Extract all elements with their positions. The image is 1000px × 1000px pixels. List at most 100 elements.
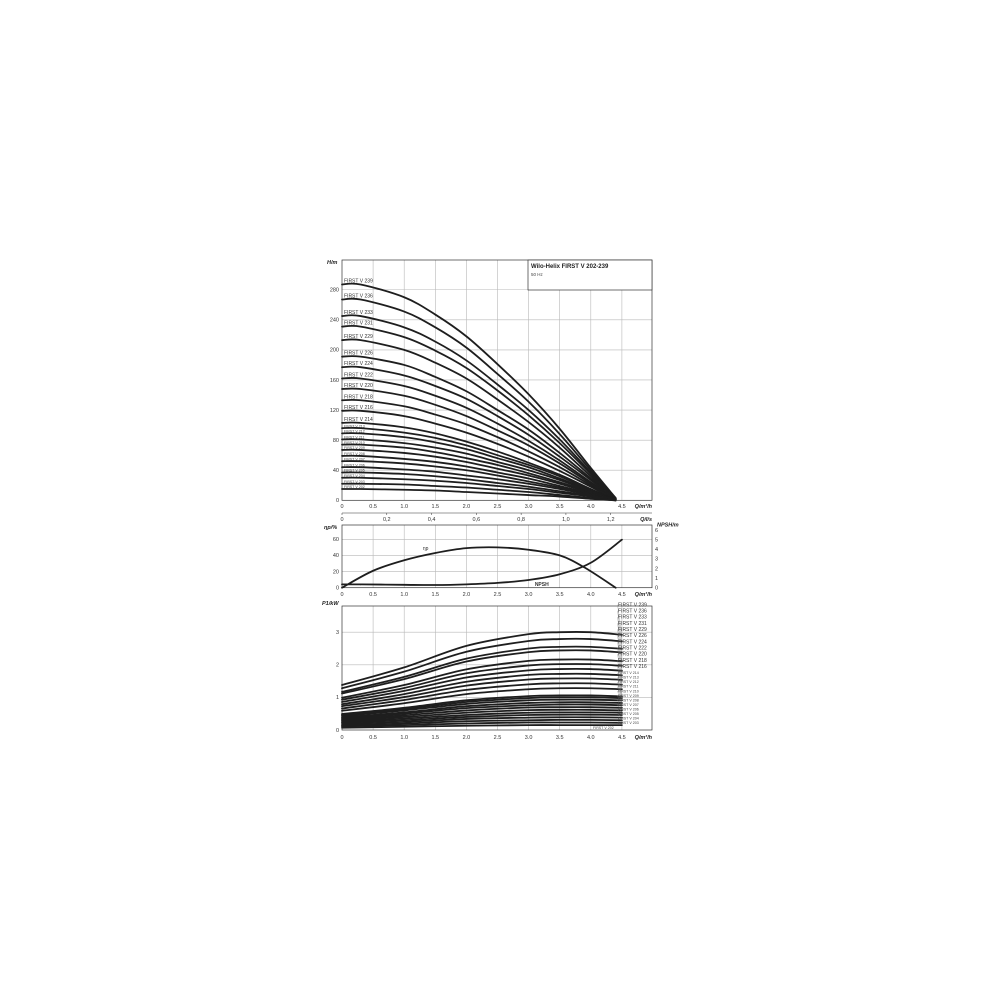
head-curve — [341, 282, 617, 499]
x-tick-label: 3.5 — [556, 735, 564, 741]
head-curve — [341, 355, 617, 500]
x2-tick-label: 0,2 — [383, 517, 391, 523]
series-label: FIRST V 211 — [618, 685, 638, 689]
y2-tick-label: 2 — [655, 566, 658, 572]
x-tick-label: 4.5 — [618, 592, 626, 598]
y-tick-label: 80 — [333, 438, 339, 444]
series-label: FIRST V 214 — [618, 671, 639, 675]
head-curve — [341, 432, 617, 501]
x-tick-label: 0 — [340, 592, 343, 598]
x-tick-label: 2.0 — [463, 735, 471, 741]
head-curve — [341, 438, 617, 501]
plot-area — [342, 525, 652, 588]
head-curve — [341, 443, 617, 501]
series-label: FIRST V 222 — [618, 645, 647, 651]
head-curve — [341, 314, 617, 500]
power-curve — [341, 694, 623, 715]
label-leader-line — [617, 672, 623, 697]
y-tick-label: 0 — [336, 586, 339, 592]
series-label: FIRST V 206 — [618, 707, 639, 711]
power-curve — [341, 721, 623, 728]
x-tick-label: 0 — [340, 735, 343, 741]
y2-tick-label: 6 — [655, 528, 658, 534]
label-leader-line — [617, 695, 623, 708]
chart-subtitle: 50 Hz — [531, 272, 544, 277]
series-label: FIRST V 236 — [618, 609, 647, 615]
power-curve — [341, 698, 623, 717]
head-curve — [341, 387, 617, 501]
x-tick-label: 2.5 — [494, 735, 502, 741]
y-tick-label: 0 — [336, 498, 339, 504]
series-label: FIRST V 212 — [618, 680, 639, 684]
x-tick-label: 0.5 — [369, 504, 377, 510]
y2-axis-label: NPSH/m — [657, 523, 679, 529]
y-tick-label: 280 — [330, 288, 339, 294]
series-label: FIRST V 231 — [344, 321, 373, 327]
y-tick-label: 200 — [330, 348, 339, 354]
power-curve — [341, 716, 623, 726]
power-curve — [341, 687, 623, 712]
y-axis-label: ηp/% — [324, 525, 337, 531]
y2-tick-label: 3 — [655, 557, 658, 563]
plot-frame — [341, 605, 653, 731]
x-axis-label: Q/m³/h — [635, 591, 653, 598]
y-tick-label: 60 — [333, 537, 339, 543]
series-label: FIRST V 216 — [618, 664, 647, 670]
series-label: FIRST V 210 — [344, 441, 365, 445]
series-label: FIRST V 203 — [344, 480, 365, 484]
npsh-curve-label: NPSH — [535, 582, 549, 588]
x-tick-label: 1.5 — [431, 592, 439, 598]
label-leader-line — [617, 704, 623, 713]
x-tick-label: 0.5 — [369, 592, 377, 598]
y-tick-label: 0 — [336, 728, 339, 734]
series-label: FIRST V 216 — [344, 405, 373, 411]
series-label: FIRST V 233 — [344, 310, 373, 316]
label-leader-line — [617, 666, 623, 690]
x2-tick-label: 0,6 — [473, 517, 481, 523]
power-curve — [341, 696, 623, 716]
series-label: FIRST V 207 — [344, 457, 365, 461]
x-tick-label: 2.5 — [494, 504, 502, 510]
x-tick-label: 3.0 — [525, 504, 533, 510]
label-leader-line — [617, 713, 622, 718]
x2-tick-label: 1,0 — [562, 517, 570, 523]
series-label: FIRST V 209 — [344, 446, 365, 450]
power-curve — [341, 667, 623, 703]
power-curve — [341, 718, 623, 727]
series-label: FIRST V 231 — [618, 621, 647, 627]
x2-tick-label: 0 — [340, 517, 343, 523]
series-label: FIRST V 224 — [344, 361, 373, 367]
label-leader-line — [617, 647, 623, 676]
x-tick-label: 1.0 — [400, 735, 408, 741]
head-curve — [341, 297, 617, 499]
x2-axis-label: Q/l/s — [640, 517, 652, 523]
y2-tick-label: 5 — [655, 538, 658, 544]
x-tick-label: 4.5 — [618, 735, 626, 741]
head-curve — [341, 460, 617, 501]
series-label: FIRST V 212 — [344, 430, 365, 434]
plot-frame — [341, 259, 653, 501]
power-curve — [341, 677, 623, 708]
head-curve — [341, 426, 617, 501]
power-curve — [341, 706, 623, 721]
head-curve — [341, 476, 617, 502]
title-box — [527, 259, 653, 291]
power-curve — [341, 711, 623, 723]
x-tick-label: 2.0 — [463, 592, 471, 598]
y-tick-label: 20 — [333, 569, 339, 575]
y2-tick-label: 0 — [655, 586, 658, 592]
series-label: FIRST V 222 — [344, 372, 373, 378]
x-tick-label: 4.0 — [587, 504, 595, 510]
x-axis-label: Q/m³/h — [635, 734, 653, 741]
x-tick-label: 2.5 — [494, 592, 502, 598]
head-curve — [341, 488, 617, 502]
y-tick-label: 240 — [330, 318, 339, 324]
power-chart: 0 1 2 3 0 0.5 1.0 1.5 2.0 2.5 3.0 3.5 4.0 4.5 Q/m³/h P1… — [322, 601, 653, 741]
head-curve — [341, 377, 617, 500]
label-leader-line — [617, 690, 623, 706]
head-curve — [341, 398, 617, 501]
x2-tick-label: 0,4 — [428, 517, 436, 523]
series-label: FIRST V 229 — [344, 334, 373, 340]
head-curve — [341, 448, 617, 501]
